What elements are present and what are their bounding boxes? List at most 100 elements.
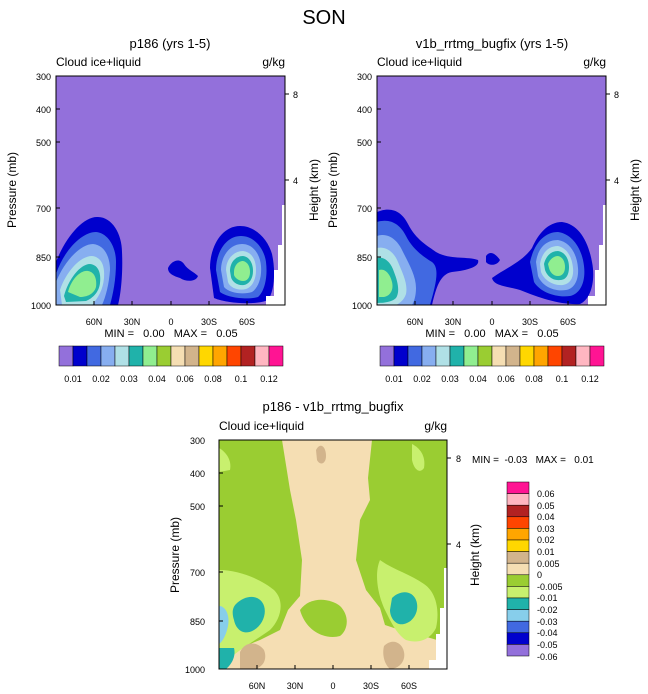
units-label: g/kg (583, 55, 606, 69)
contour-band (412, 444, 425, 471)
colorbar-label: 0.12 (581, 374, 599, 384)
colorbar-swatch (477, 345, 493, 367)
y-axis-label: Pressure (mb) (5, 152, 19, 228)
y-axis-label: Pressure (mb) (168, 517, 182, 593)
colorbar-swatch (268, 345, 284, 367)
axis-ticks (219, 439, 451, 670)
contour-band (548, 256, 565, 276)
axis-ticks (377, 75, 610, 306)
field-label: Cloud ice+liquid (219, 419, 304, 433)
y2-tick-label: 4 (456, 540, 461, 550)
colorbar-label: 0.01 (537, 547, 555, 557)
colorbar-swatch (506, 516, 530, 529)
x-tick-label: 30S (363, 681, 379, 691)
min-max-stats: MIN = 0.00 MAX = 0.05 (425, 328, 558, 340)
y-tick-label: 850 (357, 253, 372, 263)
colorbar-label: 0.08 (204, 374, 222, 384)
field-label: Cloud ice+liquid (56, 55, 141, 69)
y-tick-label: 850 (36, 253, 51, 263)
x-tick-label: 60N (86, 317, 103, 327)
axis-ticks (56, 75, 289, 306)
y-tick-label: 400 (190, 469, 205, 479)
y-tick-label: 300 (190, 436, 205, 446)
colorbar-label: 0.1 (556, 374, 569, 384)
colorbar-label: 0.02 (537, 535, 555, 545)
x-tick-label: 30S (522, 317, 538, 327)
colorbar-swatch (506, 609, 530, 622)
colorbar-swatch (156, 345, 172, 367)
colorbar-swatch (519, 345, 535, 367)
x-tick-label: 0 (330, 681, 335, 691)
colorbar-swatch (114, 345, 130, 367)
colorbar-label: 0.05 (537, 501, 555, 511)
y2-axis-label: Height (km) (307, 159, 321, 221)
y2-tick-label: 4 (614, 176, 619, 186)
colorbar-swatch (533, 345, 549, 367)
y-tick-label: 700 (357, 204, 372, 214)
contour-field (219, 440, 447, 669)
colorbar-swatch (142, 345, 158, 367)
y2-tick-label: 8 (456, 454, 461, 464)
colorbar-swatch (128, 345, 144, 367)
colorbar-swatch (449, 345, 465, 367)
x-tick-label: 30N (124, 317, 141, 327)
colorbar-label: 0 (537, 570, 542, 580)
colorbar-swatch (226, 345, 242, 367)
colorbar-swatch (254, 345, 270, 367)
colorbar-label: 0.03 (441, 374, 459, 384)
contour-field (377, 76, 606, 305)
panel-title: p186 (yrs 1-5) (130, 36, 211, 51)
y-tick-label: 300 (36, 72, 51, 82)
panel-title: v1b_rrtmg_bugfix (yrs 1-5) (416, 36, 568, 51)
x-tick-label: 60S (560, 317, 576, 327)
y2-axis-label: Height (km) (468, 524, 482, 586)
colorbar-label: -0.04 (537, 628, 558, 638)
colorbar-label: 0.04 (537, 512, 555, 522)
colorbar-swatch (506, 539, 530, 552)
colorbar-swatch (506, 644, 530, 657)
y2-tick-label: 8 (293, 90, 298, 100)
colorbar-swatch (86, 345, 102, 367)
y-tick-label: 500 (190, 502, 205, 512)
colorbar-swatch (100, 345, 116, 367)
colorbar-swatch (506, 562, 530, 576)
contour-band (383, 641, 405, 669)
colorbar-swatch (72, 345, 88, 367)
colorbar-label: 0.02 (413, 374, 431, 384)
colorbar-swatch (506, 586, 530, 599)
min-max-stats: MIN = 0.00 MAX = 0.05 (104, 328, 237, 340)
y-tick-label: 500 (357, 138, 372, 148)
colorbar: 0.06 0.05 0.04 0.03 0.02 0.01 0.005 0 -0… (506, 481, 563, 662)
y-tick-label: 300 (357, 72, 372, 82)
colorbar-label: 0.04 (469, 374, 487, 384)
colorbar-label: 0.06 (497, 374, 515, 384)
panel-difference: p186 - v1b_rrtmg_bugfix Cloud ice+liquid… (168, 399, 594, 691)
colorbar-swatch (407, 345, 423, 367)
contour-band (300, 599, 347, 637)
contour-band (168, 260, 198, 281)
contour-band (219, 648, 235, 669)
colorbar-label: -0.05 (537, 640, 558, 650)
y2-axis-label: Height (km) (628, 159, 642, 221)
colorbar-swatch (506, 528, 530, 541)
contour-band (219, 448, 231, 472)
panel-p186: p186 (yrs 1-5) Cloud ice+liquid g/kg (5, 36, 321, 384)
y-axis-label: Pressure (mb) (326, 152, 340, 228)
y-tick-label: 850 (190, 617, 205, 627)
x-tick-label: 30S (201, 317, 217, 327)
y-tick-label: 400 (357, 105, 372, 115)
contour-band (68, 270, 97, 297)
colorbar-label: -0.005 (537, 582, 563, 592)
x-tick-label: 30N (287, 681, 304, 691)
colorbar: 0.01 0.02 0.03 0.04 0.06 0.08 0.1 0.12 (379, 345, 605, 384)
missing-data-area (429, 568, 447, 669)
x-tick-label: 0 (168, 317, 173, 327)
colorbar-label: 0.005 (537, 559, 560, 569)
colorbar-swatch (506, 493, 530, 506)
colorbar-label: 0.03 (537, 524, 555, 534)
colorbar-label: 0.12 (260, 374, 278, 384)
colorbar-swatch (506, 481, 530, 494)
panel-v1b-rrtmg-bugfix: v1b_rrtmg_bugfix (yrs 1-5) Cloud ice+liq… (326, 36, 642, 384)
colorbar-swatch (212, 345, 228, 367)
colorbar-label: -0.02 (537, 605, 558, 615)
